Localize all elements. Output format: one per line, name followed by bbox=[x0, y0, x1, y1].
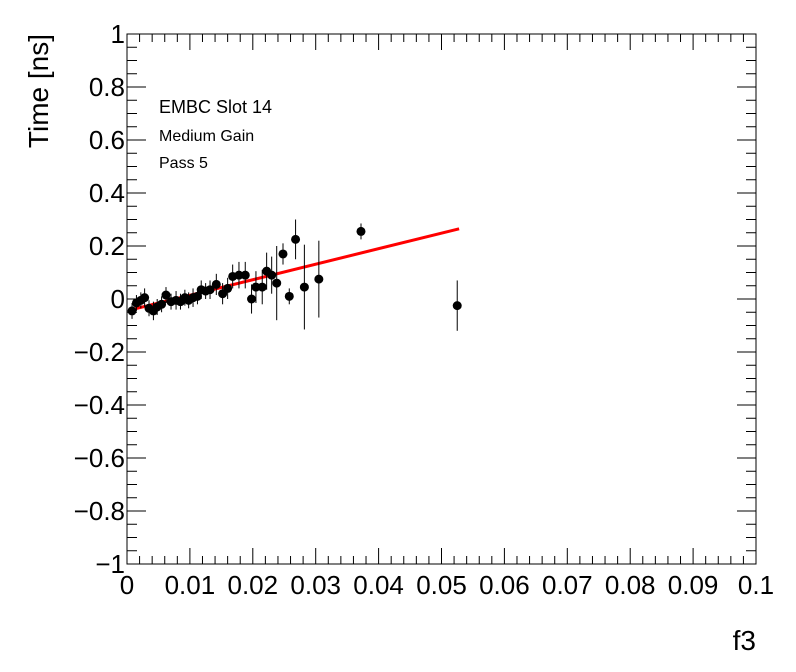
data-point bbox=[251, 271, 261, 303]
point-marker bbox=[157, 299, 167, 309]
point-marker bbox=[140, 293, 150, 303]
x-tick-label: 0.04 bbox=[353, 570, 404, 600]
x-tick-label: 0.06 bbox=[479, 570, 530, 600]
point-marker bbox=[234, 270, 244, 280]
data-point bbox=[284, 288, 294, 305]
data-point bbox=[161, 287, 171, 303]
point-marker bbox=[205, 285, 215, 295]
data-point bbox=[140, 288, 150, 307]
data-point bbox=[127, 302, 137, 319]
data-point bbox=[247, 284, 257, 314]
y-tick-label: −0.4 bbox=[74, 390, 125, 420]
x-axis-title: f3 bbox=[733, 625, 756, 656]
y-tick-label: 0.6 bbox=[89, 125, 125, 155]
point-marker bbox=[272, 278, 282, 288]
point-marker bbox=[452, 301, 462, 311]
point-marker bbox=[251, 282, 261, 292]
point-marker bbox=[257, 282, 267, 292]
point-marker bbox=[161, 290, 171, 300]
data-points bbox=[127, 219, 462, 331]
y-tick-label: 1 bbox=[111, 19, 125, 49]
point-marker bbox=[314, 274, 324, 284]
x-tick-label: 0.07 bbox=[542, 570, 593, 600]
annotation-pass: Pass 5 bbox=[159, 155, 208, 172]
y-tick-label: −1 bbox=[95, 549, 125, 579]
data-point bbox=[223, 277, 233, 299]
data-point bbox=[157, 296, 167, 313]
y-tick-label: −0.6 bbox=[74, 443, 125, 473]
tick-labels: −1 −0.8 −0.6 −0.4 −0.2 0 0.2 0.4 0.6 0.8 1 0 0.01 0.0… bbox=[74, 19, 774, 600]
point-marker bbox=[247, 294, 257, 304]
data-point bbox=[452, 280, 462, 331]
data-point bbox=[257, 269, 267, 305]
data-point bbox=[240, 261, 250, 289]
point-marker bbox=[127, 306, 137, 316]
data-point bbox=[278, 243, 288, 265]
axis-ticks bbox=[126, 33, 757, 565]
y-tick-label: −0.8 bbox=[74, 496, 125, 526]
data-point bbox=[211, 273, 221, 296]
point-marker bbox=[267, 270, 277, 280]
x-tick-label: 0.05 bbox=[416, 570, 467, 600]
point-marker bbox=[223, 283, 233, 293]
point-marker bbox=[291, 234, 301, 244]
y-axis-title: Time [ns] bbox=[23, 34, 54, 148]
data-point bbox=[299, 244, 309, 330]
point-marker bbox=[240, 270, 250, 280]
data-point bbox=[272, 246, 282, 321]
data-point bbox=[356, 223, 366, 240]
data-point bbox=[205, 280, 215, 299]
y-tick-label: 0.8 bbox=[89, 72, 125, 102]
x-tick-label: 0.1 bbox=[738, 570, 774, 600]
point-marker bbox=[211, 279, 221, 289]
y-tick-label: 0.2 bbox=[89, 231, 125, 261]
y-tick-label: 0.4 bbox=[89, 178, 125, 208]
x-tick-label: 0.02 bbox=[227, 570, 278, 600]
x-tick-label: 0.09 bbox=[668, 570, 719, 600]
y-tick-label: −0.2 bbox=[74, 337, 125, 367]
data-point bbox=[234, 261, 244, 289]
data-point bbox=[314, 240, 324, 318]
data-point bbox=[267, 256, 277, 294]
x-tick-label: 0.03 bbox=[290, 570, 341, 600]
point-marker bbox=[299, 282, 309, 292]
point-marker bbox=[356, 226, 366, 236]
annotation-title: EMBC Slot 14 bbox=[159, 97, 272, 117]
data-point bbox=[291, 219, 301, 260]
point-marker bbox=[284, 291, 294, 301]
point-marker bbox=[278, 249, 288, 259]
y-tick-label: 0 bbox=[111, 284, 125, 314]
x-tick-label: 0 bbox=[120, 570, 134, 600]
x-tick-label: 0.08 bbox=[605, 570, 656, 600]
annotation-gain: Medium Gain bbox=[159, 128, 254, 145]
point-marker bbox=[192, 291, 202, 301]
x-tick-label: 0.01 bbox=[165, 570, 216, 600]
